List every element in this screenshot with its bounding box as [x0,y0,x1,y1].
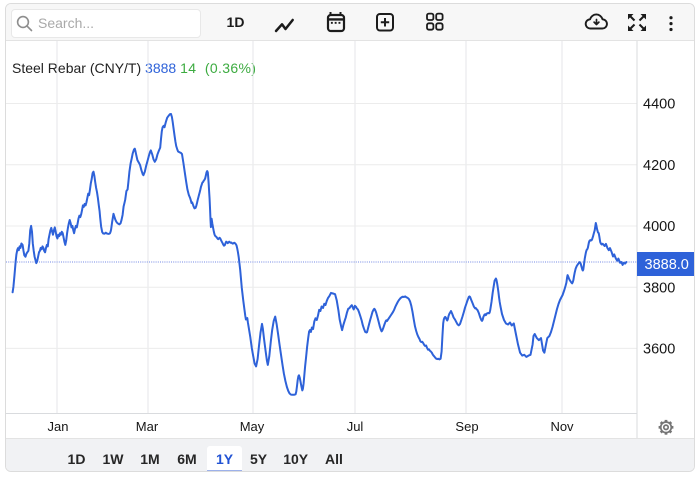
svg-text:Jan: Jan [48,419,69,434]
svg-text:4000: 4000 [643,219,675,235]
svg-text:Nov: Nov [550,419,574,434]
svg-text:Mar: Mar [136,419,159,434]
svg-text:4200: 4200 [643,158,675,174]
svg-text:3600: 3600 [643,342,675,358]
svg-text:4400: 4400 [643,97,675,113]
svg-text:May: May [240,419,265,434]
svg-text:3888.0: 3888.0 [645,257,689,273]
svg-text:Jul: Jul [347,419,364,434]
svg-text:3800: 3800 [643,280,675,296]
svg-text:Sep: Sep [455,419,478,434]
